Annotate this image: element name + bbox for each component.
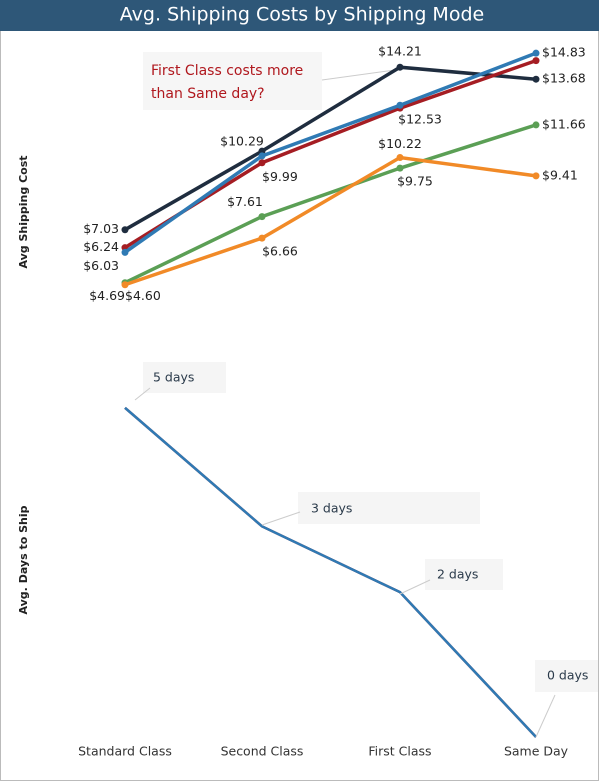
point — [532, 49, 540, 57]
data-label: 3 days — [311, 501, 352, 516]
label-leader — [399, 579, 431, 595]
point — [532, 172, 540, 180]
point — [396, 164, 404, 172]
data-label: $14.83 — [542, 45, 586, 60]
data-label: $7.61 — [227, 194, 263, 209]
label-box — [143, 362, 226, 393]
data-label: $4.69 — [89, 288, 125, 303]
data-label: $9.75 — [397, 174, 433, 189]
y-axis-title: Avg Shipping Cost — [17, 155, 30, 268]
point — [396, 154, 404, 162]
data-label: 2 days — [437, 567, 478, 582]
annotation: than Same day? — [151, 86, 265, 102]
point — [258, 159, 266, 167]
point — [396, 63, 404, 71]
data-label: $9.99 — [262, 169, 298, 184]
point — [121, 226, 129, 234]
data-label: $6.03 — [83, 258, 119, 273]
label-leader — [261, 511, 301, 526]
data-label: $7.03 — [83, 221, 119, 236]
point — [532, 121, 540, 129]
point — [532, 57, 540, 65]
label-box — [298, 492, 480, 524]
label-leader — [535, 694, 556, 738]
line — [124, 155, 537, 287]
line — [123, 51, 537, 254]
point — [258, 152, 266, 160]
point — [121, 281, 129, 289]
data-label: $11.66 — [542, 116, 586, 131]
x-tick-label: Same Day — [504, 744, 569, 759]
data-label: $10.22 — [378, 136, 422, 151]
label-leader — [134, 387, 151, 401]
data-label: $6.66 — [262, 244, 298, 259]
point — [532, 75, 540, 83]
line — [124, 406, 537, 738]
data-label: $9.41 — [542, 167, 578, 182]
x-tick-label: First Class — [368, 744, 431, 759]
data-label: $4.60 — [125, 288, 161, 303]
chart-title: Avg. Shipping Costs by Shipping Mode — [120, 4, 484, 26]
data-label: $13.68 — [542, 71, 586, 86]
label-box — [425, 559, 503, 590]
data-label: $14.21 — [378, 44, 422, 59]
point — [258, 234, 266, 242]
title-bar — [0, 0, 599, 31]
line — [124, 65, 537, 232]
annotation-leader — [321, 69, 396, 81]
y-axis-title: Avg. Days to Ship — [17, 505, 30, 614]
data-label: 5 days — [153, 370, 194, 385]
data-label: 0 days — [547, 668, 588, 683]
x-tick-label: Standard Class — [78, 744, 172, 759]
annotation: First Class costs more — [151, 63, 303, 79]
data-label: $6.24 — [83, 239, 119, 254]
point — [258, 213, 266, 221]
data-label: $12.53 — [398, 112, 442, 127]
point — [121, 248, 129, 256]
annotation-box — [143, 52, 322, 110]
point — [396, 101, 404, 109]
data-label: $10.29 — [220, 133, 264, 148]
line — [124, 123, 537, 285]
x-tick-label: Second Class — [221, 744, 304, 759]
label-box — [535, 660, 598, 692]
